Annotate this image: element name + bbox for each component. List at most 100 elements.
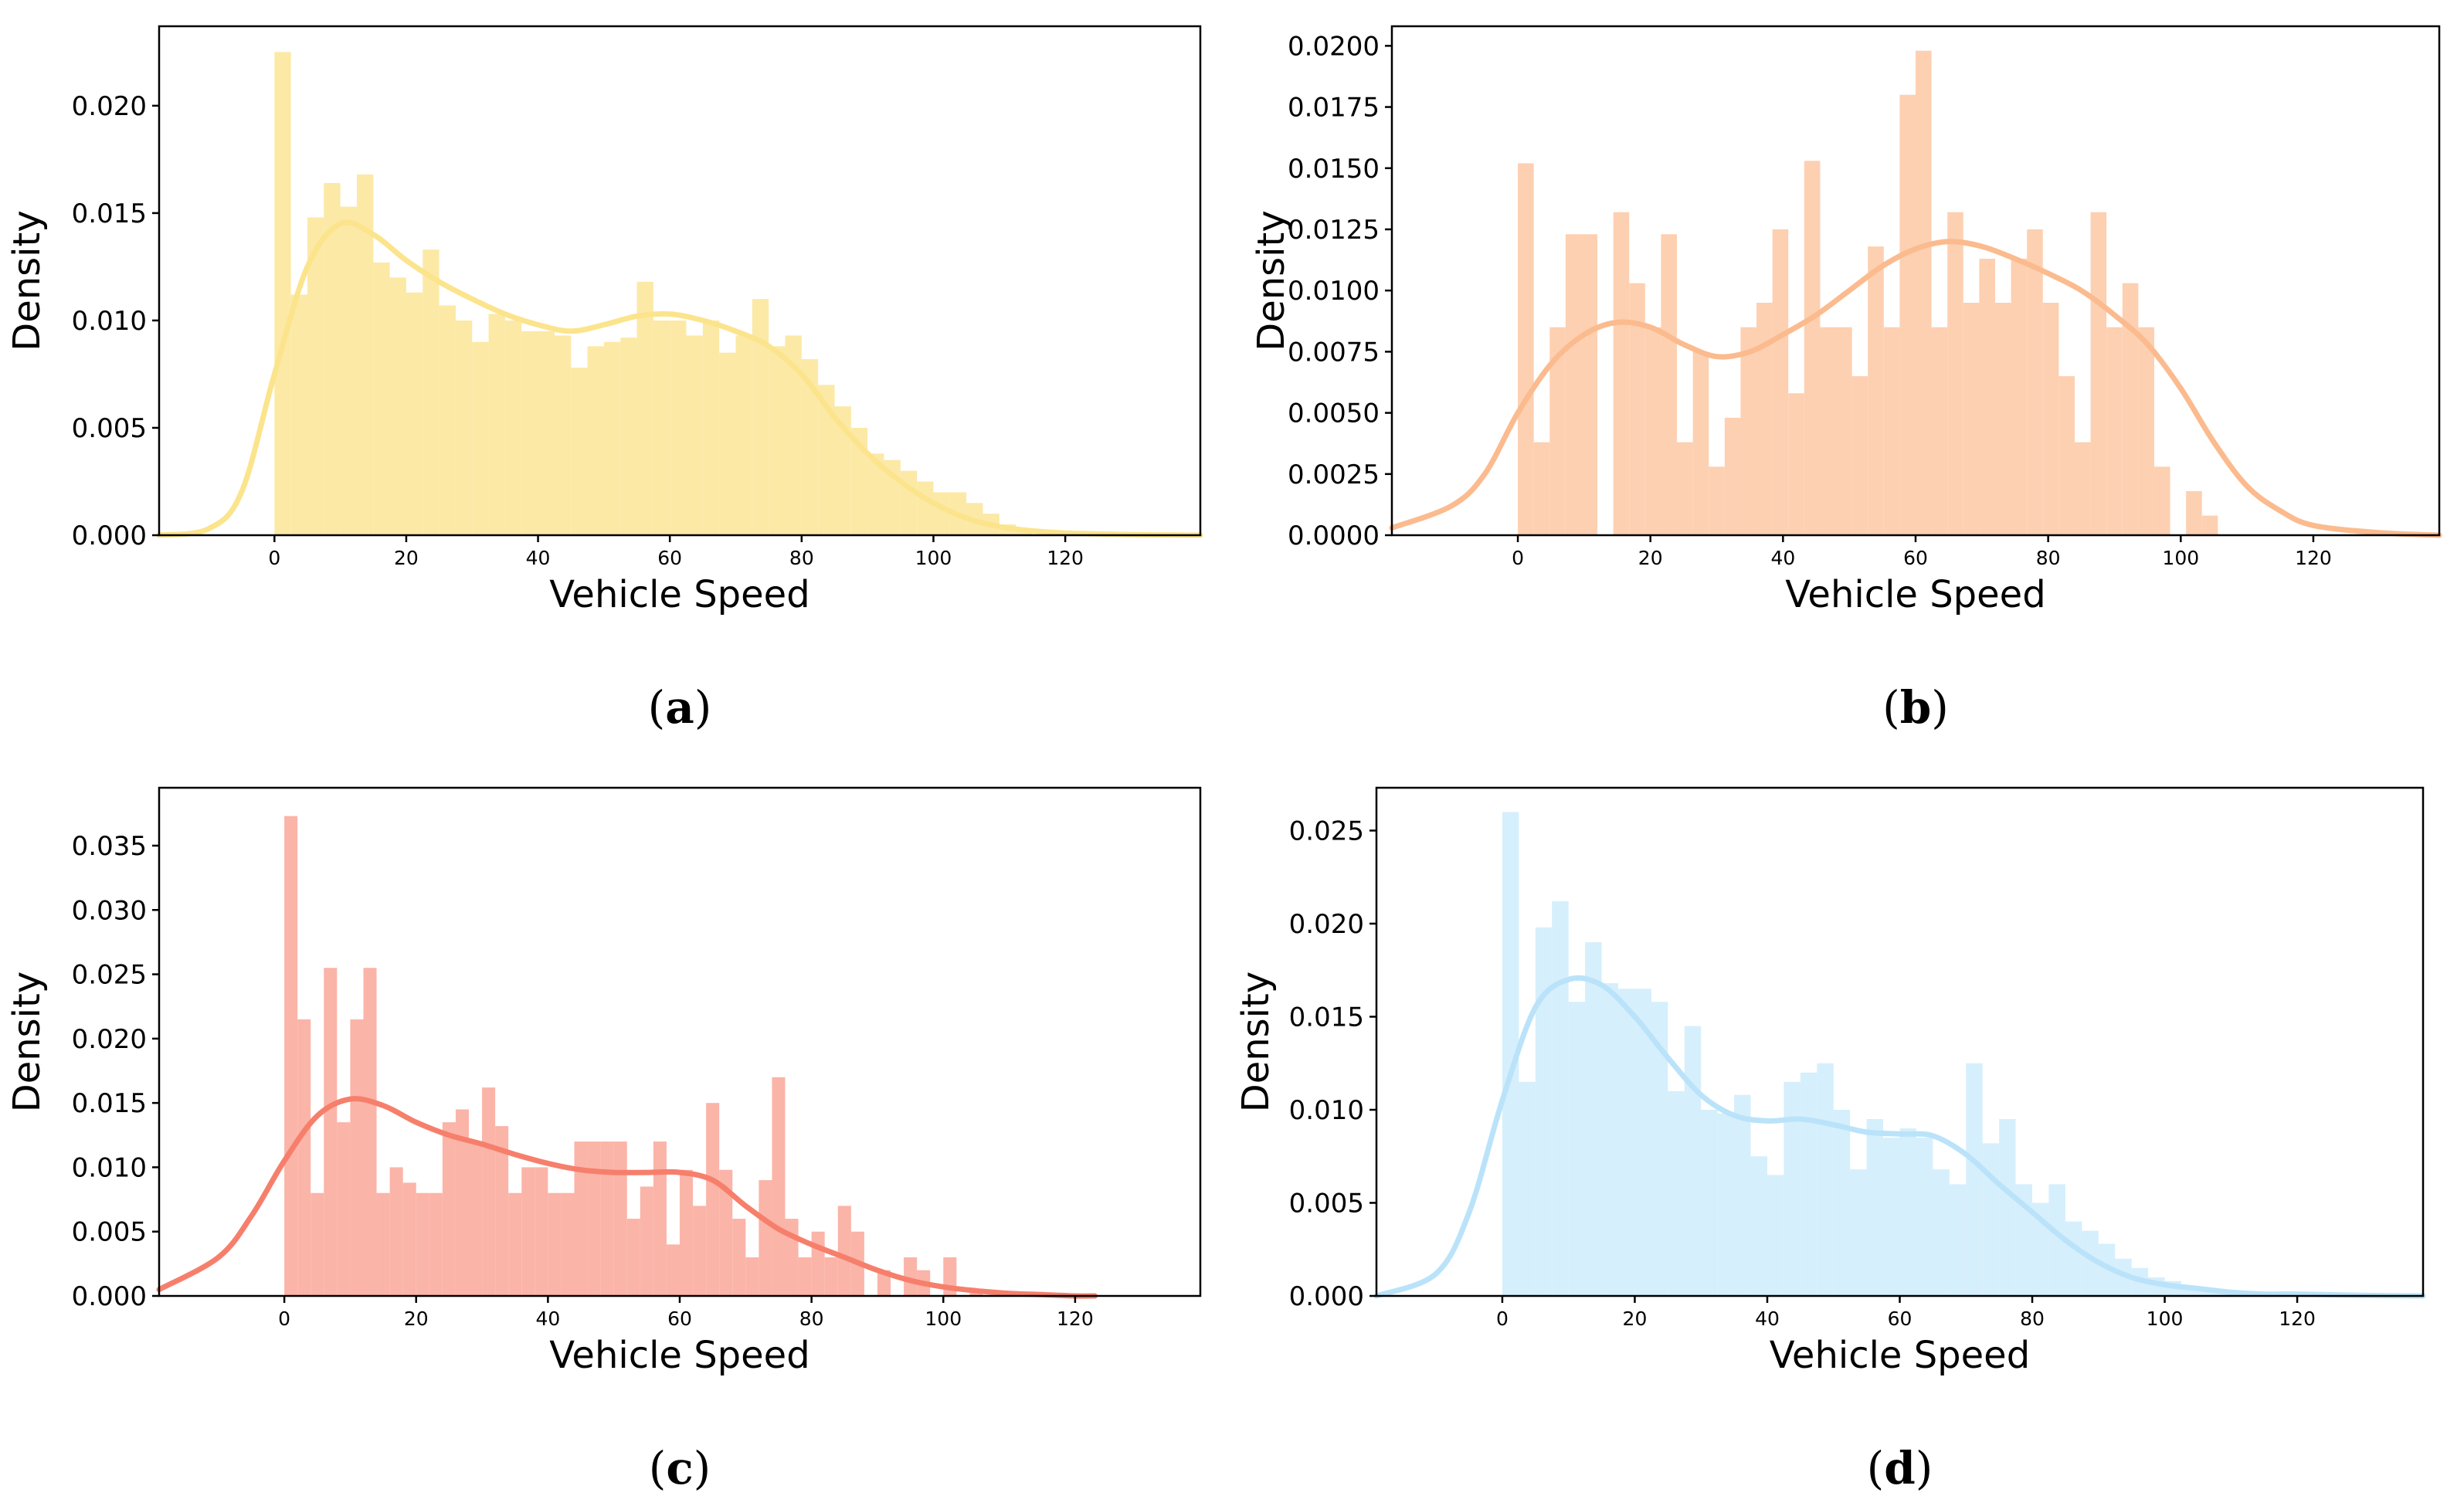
y-tick-label: 0.0175 (1288, 93, 1380, 124)
histogram-bar (472, 341, 489, 535)
histogram-bar (504, 320, 522, 535)
histogram-bar (482, 1087, 496, 1296)
histogram-bar (1916, 50, 1932, 536)
y-tick-label: 0.005 (72, 413, 147, 444)
y-tick-label: 0.030 (72, 895, 147, 926)
histogram-bar (603, 341, 621, 535)
histogram-bar (1899, 1128, 1916, 1296)
histogram-bar (1724, 417, 1741, 535)
histogram-bar (877, 1270, 891, 1296)
x-tick-label: 20 (1638, 547, 1663, 569)
histogram-bar (587, 1141, 601, 1296)
plot-frame (158, 25, 1202, 537)
histogram-bar (2027, 229, 2043, 535)
panel-caption-letter: a (665, 681, 694, 734)
histogram-bar (1899, 94, 1916, 535)
x-tick-label: 60 (657, 547, 682, 569)
histogram-bar (324, 182, 341, 535)
histogram-bar (735, 335, 752, 535)
y-tick-label: 0.0150 (1288, 154, 1380, 185)
histogram-bar (1767, 1175, 1784, 1296)
histogram-bar (666, 1244, 680, 1296)
histogram-bar (488, 314, 505, 535)
x-axis-label: Vehicle Speed (1785, 573, 2045, 616)
histogram-bar (1601, 983, 1619, 1296)
x-tick-label: 80 (2020, 1308, 2045, 1330)
histogram-bar (1982, 1143, 2000, 1296)
histogram-bars (1502, 812, 2265, 1296)
x-axis-label: Vehicle Speed (1770, 1334, 2030, 1377)
histogram-bar (2186, 490, 2202, 535)
histogram-bar (1963, 303, 1980, 535)
histogram-bar (2201, 515, 2218, 535)
plot-frame (1375, 786, 2425, 1297)
y-tick-label: 0.010 (72, 1152, 147, 1183)
histogram-bar (1756, 303, 1773, 535)
histogram-bar (769, 346, 786, 535)
histogram-bar (1979, 258, 1995, 535)
histogram-bar (1677, 442, 1693, 535)
histogram-bar (867, 453, 884, 535)
y-tick-label: 0.000 (1289, 1281, 1364, 1312)
histogram-bar (548, 1192, 562, 1296)
y-tick-label: 0.0075 (1288, 337, 1380, 368)
histogram-bar (1502, 812, 1519, 1296)
histogram-bar (508, 1192, 522, 1296)
histogram-bar (1701, 1109, 1718, 1296)
histogram-bar (521, 331, 538, 535)
histogram-bar (2065, 1221, 2082, 1296)
histogram-bar (636, 281, 653, 535)
x-tick-label: 0 (1512, 547, 1524, 569)
histogram-bar (653, 320, 670, 535)
y-axis-ticks: 0.0000 0.0025 0.0050 0.0075 0.0100 0.0125 0.01… (1288, 31, 1392, 551)
histogram-bar (2098, 1243, 2116, 1296)
histogram-bar (719, 1169, 733, 1296)
histogram-bar (600, 1141, 614, 1296)
histogram-bar (706, 1103, 720, 1296)
y-tick-label: 0.025 (1289, 816, 1364, 846)
y-axis-ticks: 0.000 0.005 0.010 0.015 0.020 0.025 0.030 0.035 (72, 831, 159, 1312)
histogram-bar (324, 968, 338, 1296)
histogram-bar (290, 294, 307, 535)
histogram-bar (653, 1141, 667, 1296)
plot-frame (158, 786, 1202, 1297)
histogram-bar (1784, 1081, 1800, 1296)
x-tick-label: 20 (1623, 1308, 1648, 1330)
histogram-bar (561, 1192, 575, 1296)
histogram-bar (1535, 927, 1553, 1296)
y-tick-label: 0.020 (1289, 909, 1364, 940)
y-tick-label: 0.020 (72, 1024, 147, 1055)
histogram-bar (373, 262, 390, 535)
histogram-bar (1999, 1119, 2016, 1296)
histogram-bar (1661, 234, 1678, 535)
histogram-bar (402, 1182, 416, 1296)
y-tick-label: 0.015 (72, 1088, 147, 1119)
y-axis-label: Density (5, 972, 49, 1112)
histogram-bar (759, 1180, 772, 1296)
y-tick-label: 0.0125 (1288, 215, 1380, 246)
histogram-bar (732, 1219, 746, 1296)
x-axis-ticks: 0 20 40 60 80 100 120 (268, 535, 1084, 569)
histogram-bar (356, 174, 374, 535)
histogram-bar (1804, 161, 1821, 535)
histogram-bar (307, 217, 324, 535)
histogram-bar (455, 1109, 469, 1296)
histogram-bar (1772, 229, 1789, 535)
x-tick-label: 100 (915, 547, 952, 569)
x-tick-label: 120 (1057, 1308, 1094, 1330)
panel-caption: (a) (648, 681, 712, 734)
histogram-bar (1518, 163, 1534, 535)
histogram-bar (2138, 327, 2154, 535)
y-tick-label: 0.015 (72, 198, 147, 229)
histogram-bar (620, 337, 637, 535)
panel-caption-letter: b (1900, 681, 1932, 734)
histogram-bar (834, 406, 851, 535)
kde-curve (1373, 975, 2426, 1299)
y-tick-label: 0.010 (72, 306, 147, 337)
histogram-bar (468, 1141, 483, 1296)
histogram-bar (574, 1141, 588, 1296)
panel-caption: (c) (649, 1442, 711, 1494)
x-tick-label: 60 (1888, 1308, 1912, 1330)
histogram-bar (2082, 1230, 2099, 1296)
